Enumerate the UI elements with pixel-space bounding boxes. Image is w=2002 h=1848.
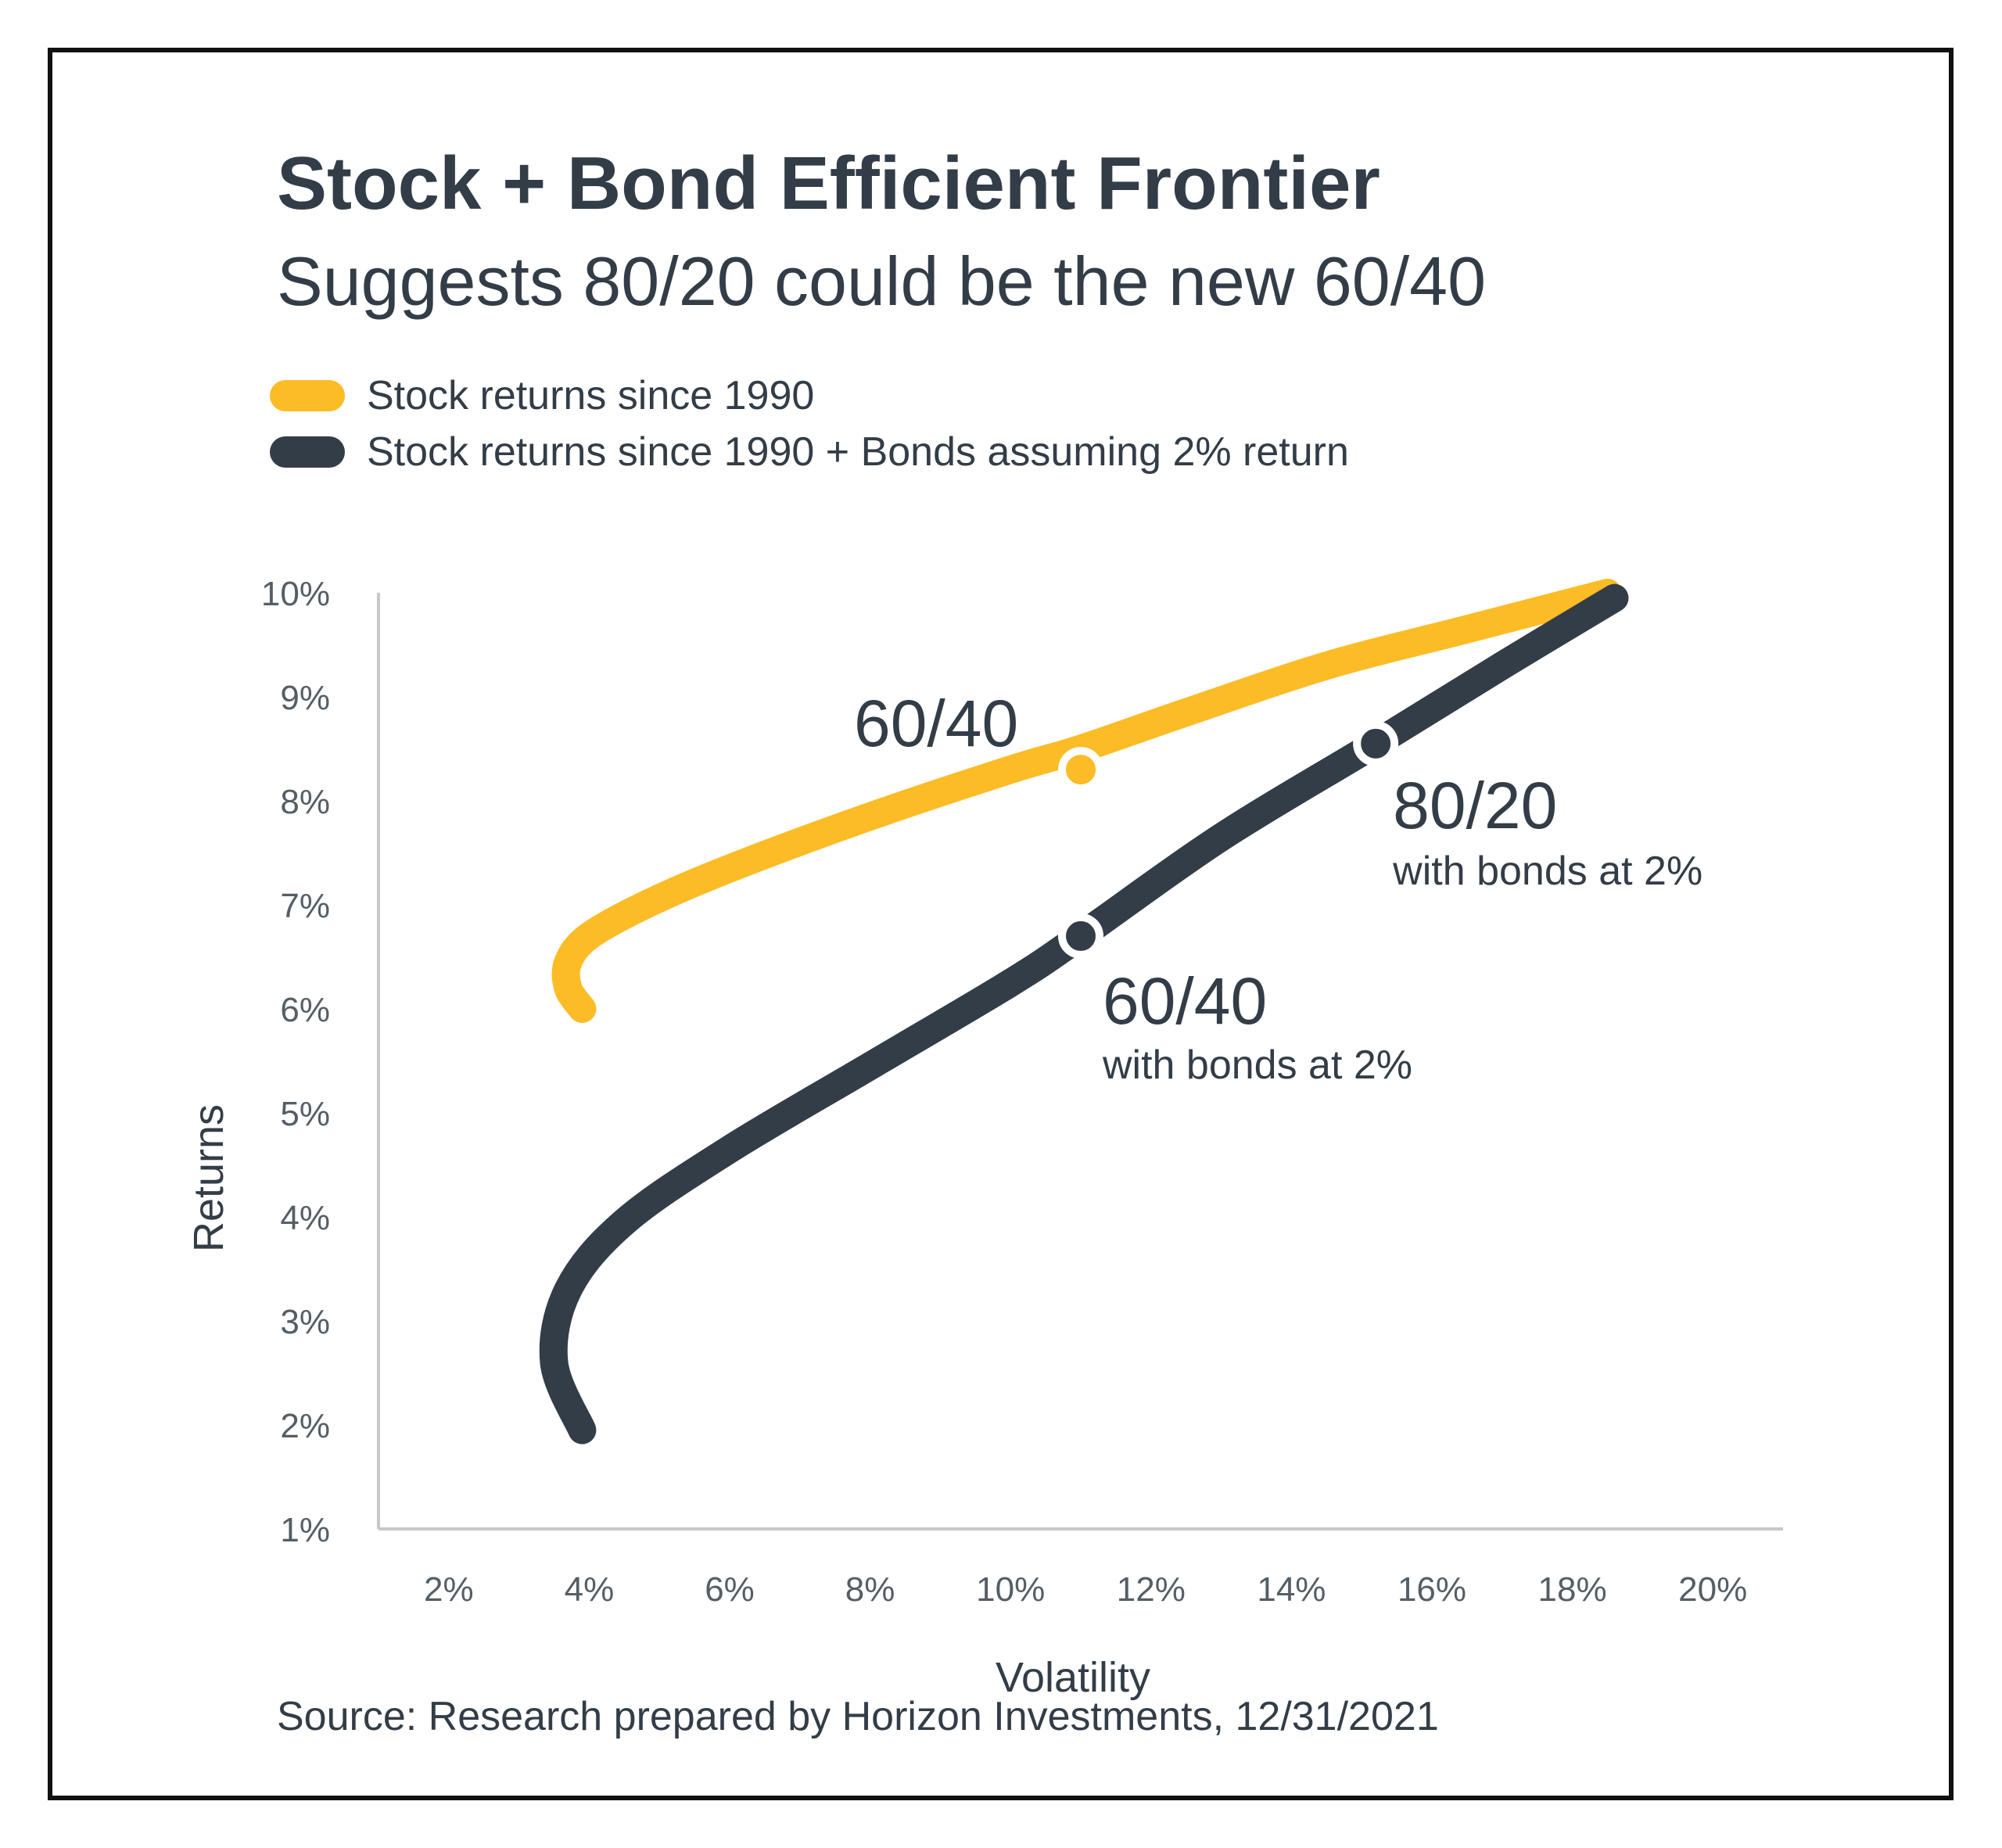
x-tick-label: 10% — [976, 1570, 1045, 1609]
y-tick-label: 10% — [261, 575, 330, 613]
legend: Stock returns since 1990 Stock returns s… — [270, 368, 1349, 480]
x-tick-label: 12% — [1117, 1570, 1186, 1609]
annotation-label: 60/40 — [1103, 964, 1267, 1038]
annotation-marker — [1058, 913, 1103, 959]
source-note: Source: Research prepared by Horizon Inv… — [277, 1694, 1439, 1739]
legend-label-stock: Stock returns since 1990 — [367, 373, 815, 418]
y-axis-title: Returns — [185, 1104, 232, 1252]
axes — [377, 593, 1783, 1530]
y-tick-label: 9% — [280, 679, 330, 717]
series-lines — [539, 579, 1629, 1444]
legend-label-stock-bond: Stock returns since 1990 + Bonds assumin… — [367, 429, 1349, 475]
annotation-label: 80/20 — [1393, 769, 1557, 842]
chart-subtitle: Suggests 80/20 could be the new 60/40 — [277, 242, 1487, 320]
annotation-sublabel: with bonds at 2% — [1392, 849, 1702, 894]
x-tick-label: 8% — [845, 1570, 895, 1609]
annotation-sublabel: with bonds at 2% — [1102, 1042, 1412, 1088]
x-tick-label: 2% — [424, 1570, 474, 1609]
y-tick-labels: 1% 2% 3% 4% 5% 6% 7% 8% 9% 10% — [261, 575, 330, 1549]
y-tick-label: 6% — [280, 991, 330, 1029]
y-tick-label: 5% — [280, 1095, 330, 1133]
annotation-marker — [1353, 720, 1399, 766]
x-tick-labels: 2% 4% 6% 8% 10% 12% 14% 16% 18% 20% — [424, 1570, 1747, 1609]
y-tick-label: 8% — [280, 783, 330, 821]
annotation-marker — [1058, 747, 1103, 793]
chart-title: Stock + Bond Efficient Frontier — [277, 142, 1380, 225]
annotation-label: 60/40 — [854, 687, 1018, 760]
x-tick-label: 16% — [1397, 1570, 1466, 1609]
x-axis-title: Volatility — [996, 1654, 1150, 1701]
legend-item-stock: Stock returns since 1990 — [270, 368, 1349, 424]
x-tick-label: 20% — [1678, 1570, 1747, 1609]
y-tick-label: 1% — [280, 1511, 330, 1549]
y-tick-label: 7% — [280, 887, 330, 925]
legend-item-stock-bond: Stock returns since 1990 + Bonds assumin… — [270, 424, 1349, 480]
y-tick-label: 4% — [280, 1199, 330, 1237]
chart-frame — [48, 48, 1954, 1800]
legend-swatch-stock — [270, 380, 345, 411]
x-tick-label: 14% — [1257, 1570, 1326, 1609]
series-line-stock-bond — [539, 583, 1629, 1444]
x-tick-label: 4% — [565, 1570, 615, 1609]
y-tick-label: 2% — [280, 1407, 330, 1445]
x-tick-label: 18% — [1538, 1570, 1607, 1609]
x-tick-label: 6% — [705, 1570, 755, 1609]
series-line-stock — [551, 579, 1622, 1023]
annotation-markers — [1058, 720, 1399, 959]
y-tick-label: 3% — [280, 1303, 330, 1341]
legend-swatch-stock-bond — [270, 436, 345, 468]
